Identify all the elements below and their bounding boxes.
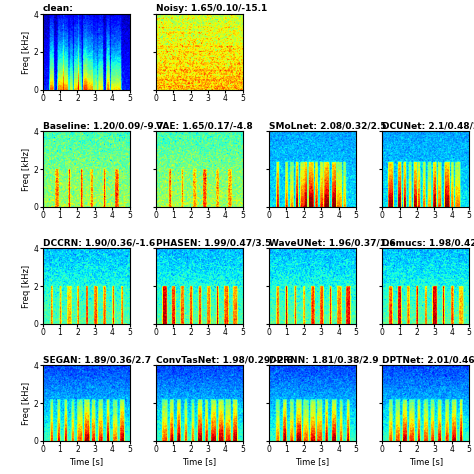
X-axis label: Time [s]: Time [s] bbox=[182, 457, 217, 466]
Text: clean:: clean: bbox=[43, 4, 73, 13]
Text: WaveUNet: 1.96/0.37/1.6: WaveUNet: 1.96/0.37/1.6 bbox=[269, 238, 396, 247]
Text: VAE: 1.65/0.17/-4.8: VAE: 1.65/0.17/-4.8 bbox=[156, 121, 253, 130]
Y-axis label: Freq [kHz]: Freq [kHz] bbox=[22, 30, 31, 73]
X-axis label: Time [s]: Time [s] bbox=[409, 457, 443, 466]
Text: Demucs: 1.98/0.42/1.6: Demucs: 1.98/0.42/1.6 bbox=[382, 238, 474, 247]
Y-axis label: Freq [kHz]: Freq [kHz] bbox=[22, 147, 31, 191]
Text: DCUNet: 2.1/0.48/2.7: DCUNet: 2.1/0.48/2.7 bbox=[382, 121, 474, 130]
Y-axis label: Freq [kHz]: Freq [kHz] bbox=[22, 382, 31, 425]
Text: Baseline: 1.20/0.09/-9.7: Baseline: 1.20/0.09/-9.7 bbox=[43, 121, 163, 130]
Text: DCCRN: 1.90/0.36/-1.6: DCCRN: 1.90/0.36/-1.6 bbox=[43, 238, 155, 247]
Text: DPRNN: 1.81/0.38/2.9: DPRNN: 1.81/0.38/2.9 bbox=[269, 356, 379, 365]
Text: SEGAN: 1.89/0.36/2.7: SEGAN: 1.89/0.36/2.7 bbox=[43, 356, 151, 365]
Text: DPTNet: 2.01/0.46/3.9: DPTNet: 2.01/0.46/3.9 bbox=[382, 356, 474, 365]
X-axis label: Time [s]: Time [s] bbox=[69, 457, 103, 466]
X-axis label: Time [s]: Time [s] bbox=[295, 457, 329, 466]
Text: ConvTasNet: 1.98/0.29/-2.6: ConvTasNet: 1.98/0.29/-2.6 bbox=[156, 356, 293, 365]
Text: Noisy: 1.65/0.10/-15.1: Noisy: 1.65/0.10/-15.1 bbox=[156, 4, 267, 13]
Text: SMoLnet: 2.08/0.32/2.5: SMoLnet: 2.08/0.32/2.5 bbox=[269, 121, 386, 130]
Y-axis label: Freq [kHz]: Freq [kHz] bbox=[22, 264, 31, 308]
Text: PHASEN: 1.99/0.47/3.5: PHASEN: 1.99/0.47/3.5 bbox=[156, 238, 271, 247]
